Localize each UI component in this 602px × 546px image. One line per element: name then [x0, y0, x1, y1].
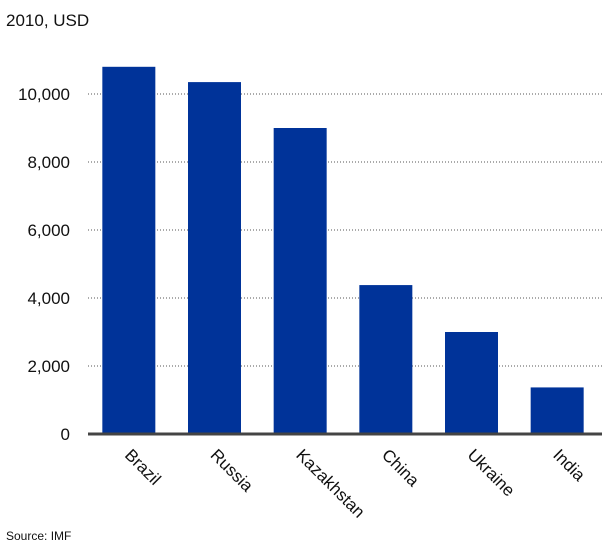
bar-brazil — [102, 66, 156, 435]
y-tick-label: 10,000 — [18, 85, 70, 104]
x-tick-label: Ukraine — [464, 445, 519, 500]
x-tick-label: Brazil — [121, 445, 164, 488]
x-tick-label: India — [549, 445, 589, 485]
source-note: Source: IMF — [6, 529, 72, 543]
y-tick-label: 8,000 — [27, 153, 70, 172]
y-tick-label: 0 — [61, 425, 70, 444]
bar-ukraine — [445, 332, 498, 434]
bar-kazakhstan — [273, 128, 327, 434]
chart-subtitle: 2010, USD — [6, 11, 90, 30]
y-tick-label: 6,000 — [27, 221, 70, 240]
gridlines — [88, 93, 602, 367]
bar-russia — [188, 82, 241, 434]
bar-india — [530, 387, 584, 434]
x-tick-label: Kazakhstan — [292, 445, 368, 521]
y-tick-label: 2,000 — [27, 357, 70, 376]
x-tick-label: China — [378, 445, 423, 490]
x-tick-label: Russia — [207, 445, 258, 496]
bar-china — [359, 285, 413, 434]
y-tick-label: 4,000 — [27, 289, 70, 308]
bars — [102, 66, 584, 435]
